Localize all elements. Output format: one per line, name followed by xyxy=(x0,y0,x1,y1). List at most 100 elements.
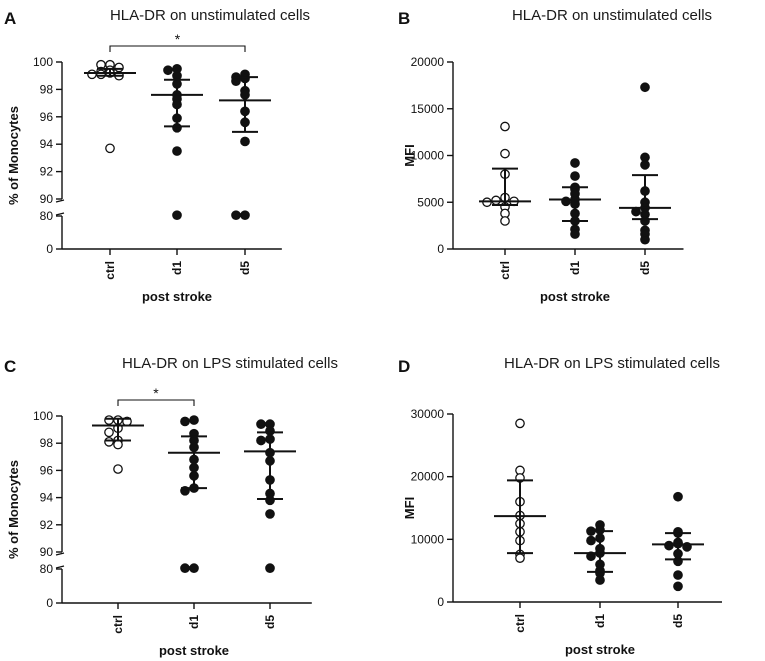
x-axis-label: post stroke xyxy=(565,642,635,657)
significance-bracket xyxy=(109,45,246,52)
data-point xyxy=(673,570,683,580)
data-point xyxy=(256,419,266,430)
panel-c: C HLA-DR on LPS stimulated cells 90 92 94 96 9… xyxy=(4,355,338,658)
y-axis-label: MFI xyxy=(402,144,417,166)
data-point xyxy=(515,418,525,429)
data-point xyxy=(114,62,124,73)
data-point xyxy=(231,76,241,87)
data-point xyxy=(570,229,580,239)
panel-b: B HLA-DR on unstimulated cells 0 5000 10000 1… xyxy=(398,7,712,304)
y-axis-label: MFI xyxy=(402,497,417,519)
data-point xyxy=(180,416,190,427)
y-axis-label: % of Monocytes xyxy=(6,106,21,205)
y-tick-label: 80 xyxy=(40,562,54,576)
series-d5 xyxy=(244,419,296,574)
data-point xyxy=(570,171,580,181)
data-point xyxy=(586,551,596,562)
chart-title: HLA-DR on unstimulated cells xyxy=(110,7,310,24)
data-point xyxy=(570,158,580,168)
y-tick-label: 98 xyxy=(40,436,54,450)
panel-letter: A xyxy=(4,9,16,28)
axis-break-mark xyxy=(55,565,65,569)
axis-break-mark xyxy=(55,552,65,556)
y-tick-label: 15000 xyxy=(411,102,445,116)
y-tick-label: 0 xyxy=(437,242,444,256)
y-tick-label: 5000 xyxy=(417,195,444,209)
series-ctrl xyxy=(494,418,546,563)
data-point xyxy=(113,464,123,474)
data-point xyxy=(231,210,241,221)
data-point xyxy=(172,146,182,156)
x-tick-label: d1 xyxy=(568,261,582,275)
series-ctrl xyxy=(479,121,531,226)
data-point xyxy=(163,65,173,76)
x-tick-label: d5 xyxy=(671,614,685,628)
y-tick-label: 90 xyxy=(40,192,54,206)
y-tick-label: 20000 xyxy=(411,55,445,69)
x-axis-label: post stroke xyxy=(159,643,229,658)
data-point xyxy=(189,563,199,574)
data-point xyxy=(256,435,266,446)
data-point xyxy=(87,69,97,80)
x-tick-label: ctrl xyxy=(513,614,527,633)
data-point xyxy=(515,553,525,563)
axis-break-mark xyxy=(55,199,65,203)
x-tick-label: ctrl xyxy=(111,615,125,634)
data-point xyxy=(265,509,275,519)
x-tick-label: d5 xyxy=(238,261,252,275)
y-tick-label: 96 xyxy=(40,110,54,124)
y-tick-label: 10000 xyxy=(411,149,445,163)
data-point xyxy=(265,563,275,574)
y-tick-label: 100 xyxy=(33,55,53,69)
series-d1 xyxy=(574,520,626,585)
data-point xyxy=(189,415,199,425)
y-tick-label: 100 xyxy=(33,409,53,423)
data-point xyxy=(105,143,115,154)
x-tick-label: d1 xyxy=(593,614,607,628)
y-tick-label: 80 xyxy=(40,209,54,223)
data-point xyxy=(104,436,114,447)
data-point xyxy=(640,234,650,245)
x-tick-label: d1 xyxy=(170,261,184,275)
y-tick-label: 96 xyxy=(40,463,54,477)
x-tick-label: ctrl xyxy=(498,261,512,280)
data-point xyxy=(640,82,650,93)
data-point xyxy=(180,563,190,574)
chart-title: HLA-DR on LPS stimulated cells xyxy=(504,355,720,372)
series-ctrl xyxy=(84,59,136,154)
panel-letter: D xyxy=(398,357,410,376)
x-axis-label: post stroke xyxy=(540,289,610,304)
data-point xyxy=(104,427,114,438)
series-d1 xyxy=(168,415,220,574)
data-point xyxy=(500,121,510,132)
data-point xyxy=(240,210,250,221)
y-axis-label: % of Monocytes xyxy=(6,460,21,559)
y-tick-label: 30000 xyxy=(411,407,445,421)
series-d1 xyxy=(549,158,601,239)
y-tick-label: 0 xyxy=(46,596,53,610)
y-tick-label: 94 xyxy=(40,137,54,151)
significance-bracket xyxy=(117,399,195,406)
data-point xyxy=(104,415,114,425)
data-point xyxy=(640,160,650,170)
panel-d: D HLA-DR on LPS stimulated cells 0 10000 200… xyxy=(398,355,722,657)
data-point xyxy=(673,581,683,592)
data-point xyxy=(595,575,605,585)
data-point xyxy=(586,535,596,546)
significance-label: * xyxy=(175,31,181,47)
x-tick-label: d1 xyxy=(187,615,201,629)
panel-letter: C xyxy=(4,357,16,376)
y-tick-label: 90 xyxy=(40,545,54,559)
y-tick-label: 94 xyxy=(40,491,54,505)
y-tick-label: 20000 xyxy=(411,470,445,484)
y-tick-label: 98 xyxy=(40,82,54,96)
data-point xyxy=(172,70,182,81)
axis-break-mark xyxy=(55,212,65,216)
series-d1 xyxy=(151,64,203,221)
chart-title: HLA-DR on unstimulated cells xyxy=(512,7,712,24)
data-point xyxy=(240,136,250,147)
data-point xyxy=(561,196,571,207)
chart-title: HLA-DR on LPS stimulated cells xyxy=(122,355,338,372)
series-ctrl xyxy=(92,415,144,474)
series-d5 xyxy=(652,491,704,592)
